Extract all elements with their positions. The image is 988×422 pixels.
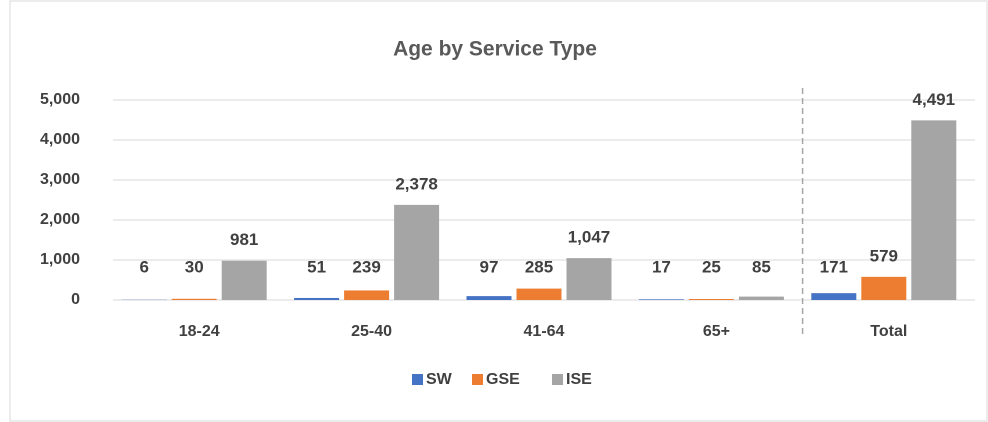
data-label: 579 bbox=[870, 246, 898, 265]
bar bbox=[811, 293, 857, 300]
bar bbox=[294, 297, 340, 300]
x-tick-label: 65+ bbox=[703, 323, 730, 340]
legend-swatch bbox=[472, 374, 483, 385]
bar bbox=[688, 299, 734, 300]
x-tick-label: Total bbox=[870, 323, 907, 340]
y-tick-label: 4,000 bbox=[40, 131, 80, 148]
data-label: 6 bbox=[139, 257, 148, 276]
chart-border bbox=[9, 0, 988, 422]
bar bbox=[911, 120, 957, 300]
legend-swatch bbox=[552, 374, 563, 385]
data-label: 51 bbox=[307, 257, 326, 276]
legend-label: ISE bbox=[566, 371, 592, 388]
bar bbox=[638, 299, 684, 300]
x-tick-label: 41-64 bbox=[524, 323, 565, 340]
y-tick-label: 3,000 bbox=[40, 171, 80, 188]
chart-title: Age by Service Type bbox=[393, 38, 597, 61]
legend-label: GSE bbox=[486, 371, 520, 388]
y-tick-label: 0 bbox=[71, 291, 80, 308]
data-label: 25 bbox=[702, 257, 721, 276]
data-label: 17 bbox=[652, 257, 671, 276]
data-label: 285 bbox=[525, 257, 553, 276]
bar bbox=[466, 296, 512, 300]
bar bbox=[738, 296, 784, 300]
y-tick-label: 5,000 bbox=[40, 91, 80, 108]
data-label: 4,491 bbox=[913, 90, 956, 109]
bar bbox=[516, 288, 562, 300]
bar bbox=[221, 260, 267, 300]
legend-label: SW bbox=[426, 371, 453, 388]
x-tick-label: 25-40 bbox=[351, 323, 392, 340]
data-label: 239 bbox=[352, 257, 380, 276]
data-label: 85 bbox=[752, 257, 771, 276]
x-tick-label: 18-24 bbox=[179, 323, 220, 340]
bar bbox=[861, 276, 907, 300]
data-label: 97 bbox=[480, 257, 499, 276]
data-label: 30 bbox=[185, 257, 204, 276]
y-tick-label: 2,000 bbox=[40, 211, 80, 228]
data-label: 981 bbox=[230, 230, 258, 249]
bar bbox=[566, 258, 612, 300]
data-label: 1,047 bbox=[568, 228, 611, 247]
y-tick-label: 1,000 bbox=[40, 251, 80, 268]
legend-swatch bbox=[412, 374, 423, 385]
data-label: 171 bbox=[820, 257, 848, 276]
data-label: 2,378 bbox=[395, 174, 438, 193]
bar bbox=[394, 204, 440, 300]
bar bbox=[344, 290, 390, 300]
bar bbox=[171, 298, 217, 300]
